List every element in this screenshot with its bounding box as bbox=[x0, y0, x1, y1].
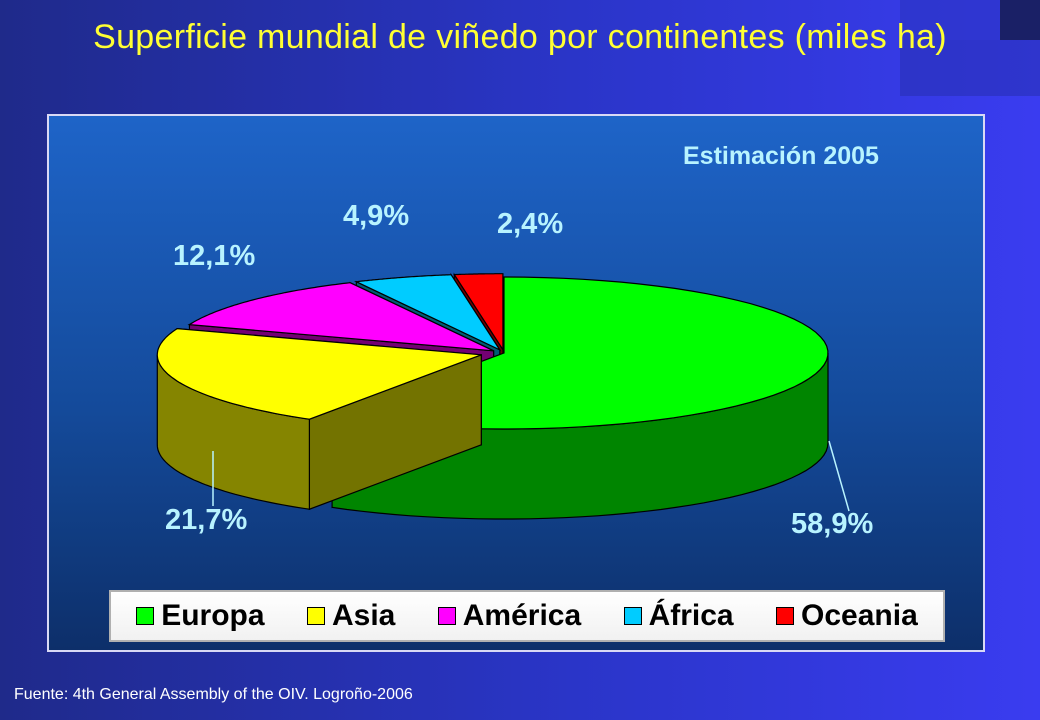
source-note: Fuente: 4th General Assembly of the OIV.… bbox=[14, 686, 413, 703]
pie-slice-asia bbox=[156, 327, 482, 511]
pie-top-oceania bbox=[453, 273, 504, 352]
legend-swatch-asia bbox=[306, 607, 325, 625]
chart-subtitle: Estimación 2005 bbox=[683, 142, 879, 170]
data-label-europa: 58,9% bbox=[791, 508, 874, 540]
legend-swatch-africa bbox=[623, 607, 642, 625]
pie-top-asia bbox=[156, 327, 482, 420]
data-label-asia: 21,7% bbox=[165, 504, 248, 536]
pie-top-america bbox=[187, 282, 494, 352]
legend-label-africa: África bbox=[648, 599, 734, 632]
pie-top-africa bbox=[353, 274, 502, 352]
data-label-oceania: 2,4% bbox=[497, 208, 564, 240]
legend-item-oceania: Oceania bbox=[776, 599, 918, 633]
leader-line-europa bbox=[828, 440, 850, 512]
slide-title: Superficie mundial de viñedo por contine… bbox=[93, 18, 947, 56]
legend-item-africa: África bbox=[623, 599, 734, 633]
data-label-america: 12,1% bbox=[173, 240, 256, 272]
legend-label-oceania: Oceania bbox=[801, 599, 918, 632]
legend-item-europa: Europa bbox=[136, 599, 265, 633]
legend-swatch-europa bbox=[136, 607, 155, 625]
pie-chart bbox=[156, 272, 850, 520]
chart-panel: Estimación 2005 58,9% 21,7% 12,1% 4,9% 2… bbox=[47, 114, 985, 652]
legend-swatch-america bbox=[437, 607, 456, 625]
legend-label-america: América bbox=[462, 599, 582, 632]
legend-item-asia: Asia bbox=[306, 599, 396, 633]
chart-legend: Europa Asia América África Oceania bbox=[109, 590, 945, 642]
corner-decoration bbox=[1000, 0, 1040, 40]
corner-decoration bbox=[900, 40, 1040, 96]
data-label-africa: 4,9% bbox=[343, 200, 410, 232]
legend-label-asia: Asia bbox=[331, 599, 396, 632]
legend-item-america: América bbox=[437, 599, 582, 633]
legend-swatch-oceania bbox=[776, 607, 795, 625]
corner-decoration bbox=[900, 0, 1000, 40]
legend-label-europa: Europa bbox=[161, 599, 265, 632]
